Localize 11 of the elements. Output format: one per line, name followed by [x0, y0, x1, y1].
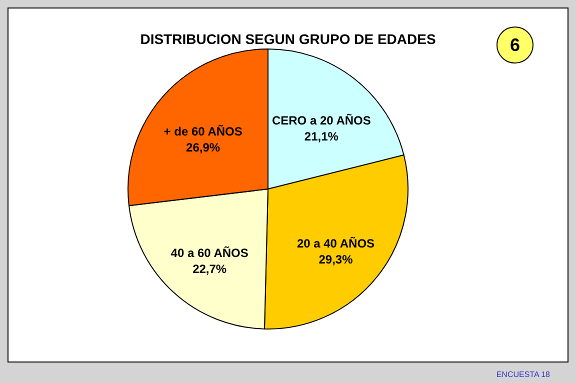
text: 6 [510, 35, 520, 55]
slice-label: + de 60 AÑOS [164, 124, 242, 138]
text: ENCUESTA 18 [496, 370, 551, 379]
slice-label: CERO a 20 AÑOS [272, 114, 371, 128]
data-label: 22,7% [192, 262, 227, 276]
slice-label: 20 a 40 AÑOS [296, 236, 375, 250]
chart-title: DISTRIBUCION SEGUN GRUPO DE EDADES [140, 31, 436, 47]
data-label: 29,3% [318, 252, 354, 266]
data-label: 26,9% [186, 140, 220, 154]
data-label: 21,1% [304, 130, 339, 144]
slice-label: 40 a 60 AÑOS [170, 246, 248, 260]
